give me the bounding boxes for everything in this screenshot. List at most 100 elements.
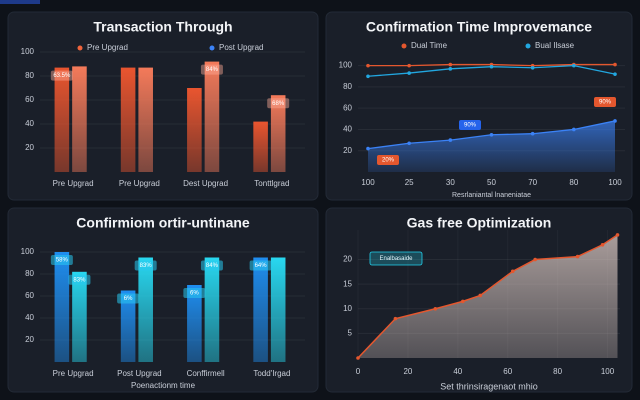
bar: [138, 257, 153, 362]
annotation: 84%: [206, 67, 219, 73]
bar: [72, 271, 87, 362]
y-tick-label: 20: [343, 255, 352, 264]
x-tick-label: Pre Upgrad: [119, 179, 160, 188]
x-axis-label: Set thrinsiragenaot mhio: [440, 381, 538, 391]
point: [366, 146, 370, 151]
point: [407, 71, 411, 75]
legend-box: [369, 251, 423, 266]
x-tick-label: Dest Upgrad: [183, 179, 228, 188]
annotation-box: [249, 260, 272, 271]
x-axis-label: Resrlaniantal lnaneniatae: [452, 192, 531, 199]
x-tick-label: 50: [487, 178, 496, 187]
legend-label: Post Upgrad: [219, 43, 263, 52]
annotation: 58%: [56, 258, 69, 264]
point: [600, 242, 605, 247]
bar: [138, 67, 153, 172]
annotation-box: [117, 293, 140, 304]
y-tick-label: 80: [25, 71, 34, 80]
point: [393, 316, 398, 321]
point: [613, 62, 617, 67]
y-tick-label: 20: [25, 143, 34, 152]
y-tick-label: 60: [25, 291, 34, 300]
bar: [120, 67, 136, 172]
x-tick-label: 100: [361, 178, 375, 187]
annotation: 6%: [124, 296, 133, 302]
annotation-box: [50, 255, 73, 265]
point: [510, 269, 515, 274]
point: [448, 67, 453, 71]
annotation: 83%: [73, 277, 86, 283]
chart-title: Gas free Optimization: [407, 215, 552, 231]
annotation: 90%: [464, 123, 477, 129]
chart-title: Transaction Through: [93, 19, 232, 35]
y-tick-label: 20: [343, 146, 352, 155]
point: [356, 356, 360, 360]
annotation: 20%: [382, 158, 395, 164]
annotation: 83%: [140, 263, 153, 269]
point: [407, 63, 411, 68]
x-tick-label: 60: [503, 367, 512, 376]
series-line: [357, 234, 618, 359]
x-tick-label: Pre Upgrad: [53, 179, 94, 188]
annotation: 68%: [272, 101, 285, 107]
x-axis-label: Poenactionm time: [131, 381, 196, 390]
point: [615, 233, 620, 237]
bar: [187, 88, 202, 172]
annotation: 84%: [206, 263, 219, 269]
bar: [253, 121, 268, 172]
point: [433, 306, 438, 311]
legend-label: Enalbasaide: [379, 256, 413, 262]
bar: [253, 257, 268, 362]
x-tick-label: 0: [356, 367, 361, 376]
x-tick-label: Conffirmell: [187, 369, 225, 378]
x-tick-label: 30: [446, 178, 455, 187]
point: [366, 63, 370, 68]
bar: [270, 95, 286, 172]
y-tick-label: 60: [343, 103, 352, 112]
area-fill: [368, 120, 615, 172]
annotation-box: [459, 120, 481, 130]
point: [572, 63, 576, 68]
y-tick-label: 40: [25, 119, 34, 128]
point: [448, 138, 453, 142]
top-strip: [0, 0, 40, 4]
point: [533, 257, 537, 262]
legend-label: Bual Ilsase: [535, 41, 575, 50]
annotation: 6%: [190, 291, 199, 297]
annotation-box: [200, 64, 223, 75]
chart-title: Confirmation Time Improvemance: [366, 19, 592, 35]
legend-marker: [209, 45, 215, 51]
annotation-box: [134, 260, 157, 271]
annotation-box: [267, 98, 290, 109]
point: [572, 127, 576, 132]
chart-title: Confirmiom ortir-untinane: [76, 215, 250, 231]
point: [530, 131, 535, 136]
y-tick-label: 60: [25, 95, 34, 104]
x-tick-label: 70: [528, 178, 537, 187]
point: [613, 119, 617, 123]
bar: [204, 257, 220, 362]
y-tick-label: 100: [21, 47, 35, 56]
annotation-box: [183, 288, 206, 298]
annotation-box: [377, 155, 399, 165]
bar: [120, 290, 136, 362]
bar: [54, 67, 70, 172]
y-tick-label: 20: [25, 335, 34, 344]
x-tick-label: Post Upgrad: [117, 369, 161, 378]
x-tick-label: Pre Upgrad: [53, 369, 94, 378]
x-tick-label: 40: [453, 367, 462, 376]
bar: [270, 257, 286, 362]
area-fill: [358, 234, 618, 358]
y-tick-label: 100: [339, 61, 353, 70]
legend-marker: [77, 45, 83, 51]
y-tick-label: 80: [343, 82, 352, 91]
bar: [204, 61, 220, 172]
legend-marker: [401, 43, 407, 49]
point: [613, 72, 617, 76]
point: [448, 62, 453, 67]
bar: [187, 285, 202, 362]
x-tick-label: 100: [601, 367, 615, 376]
y-tick-label: 40: [25, 313, 34, 322]
annotation-box: [200, 260, 223, 271]
